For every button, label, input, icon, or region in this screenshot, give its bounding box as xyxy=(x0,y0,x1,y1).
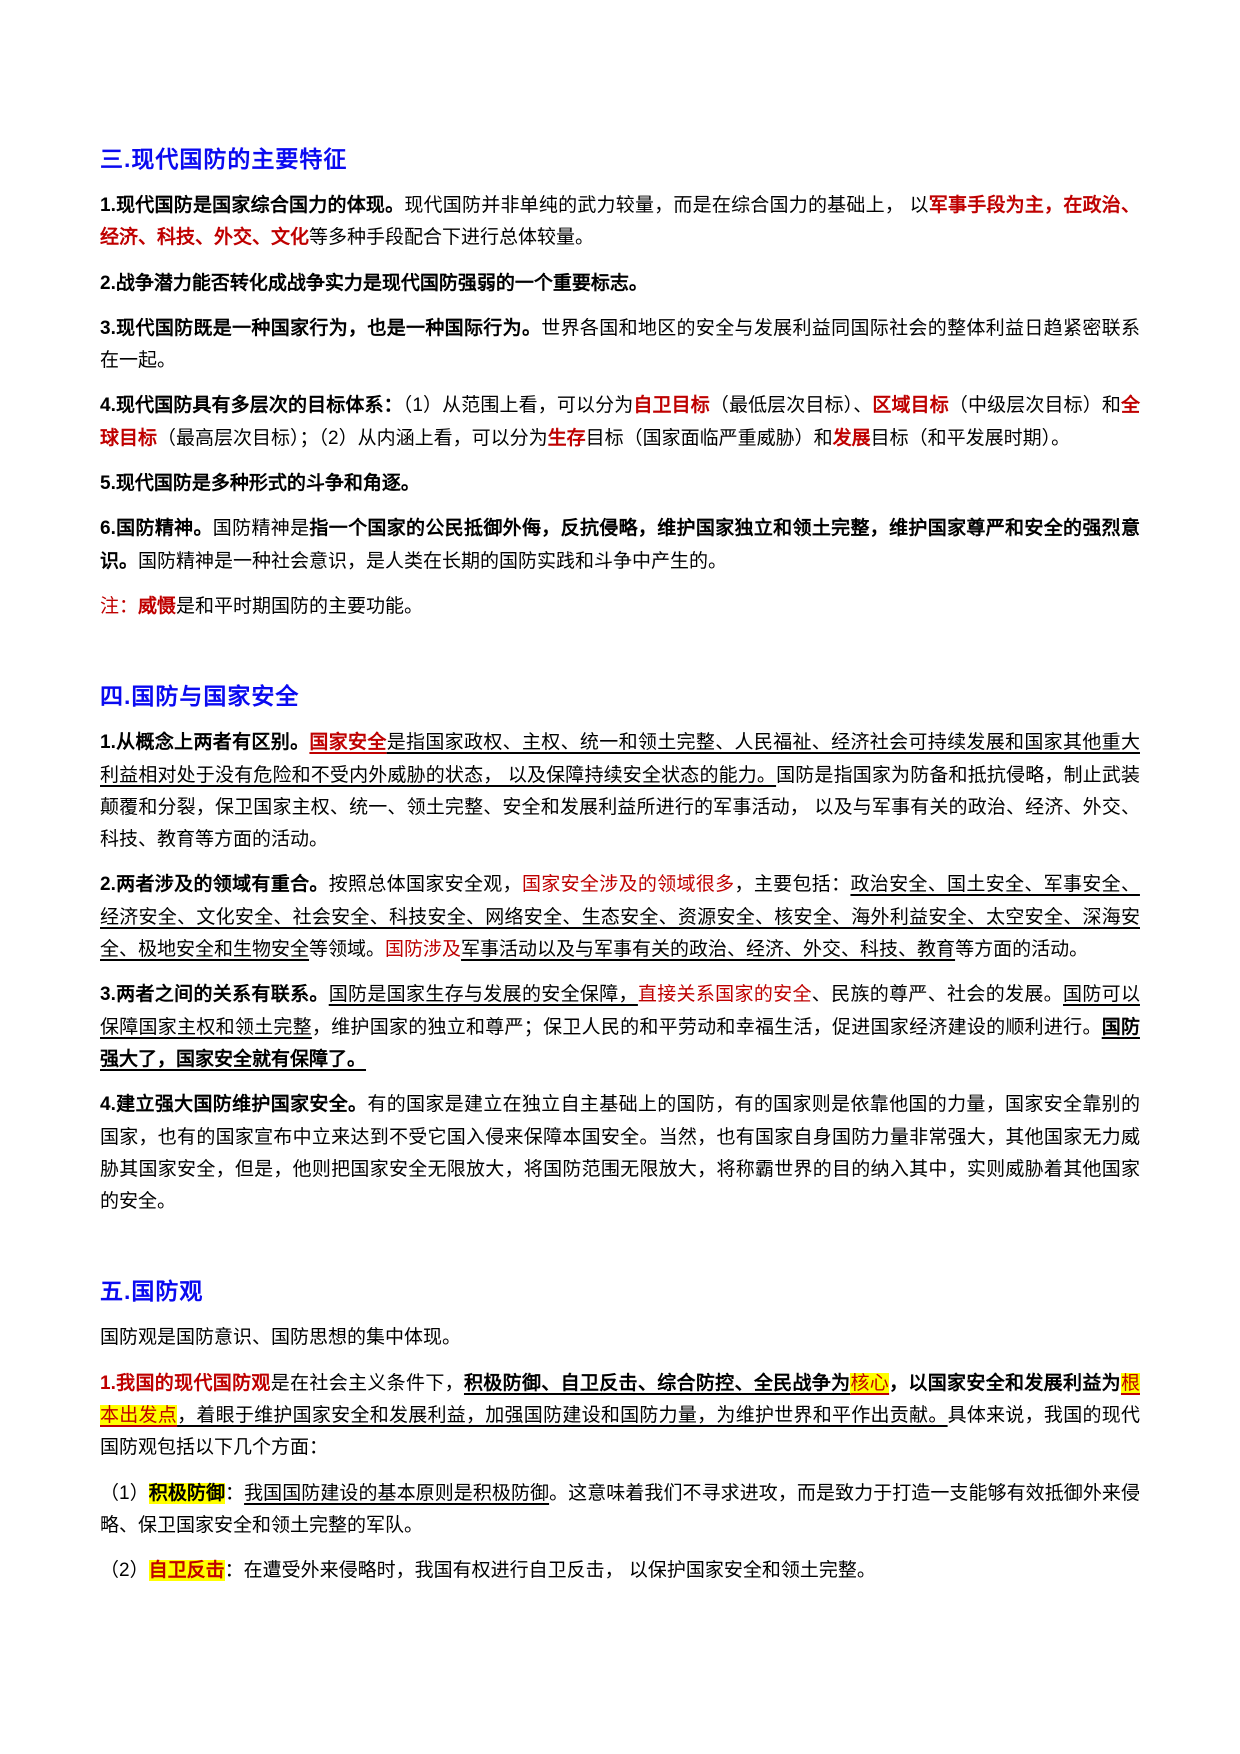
text-run: 、民族的尊严、社会的发展。 xyxy=(811,984,1063,1006)
text-run: 等方面的活动。 xyxy=(955,939,1089,961)
text-run: 生存 xyxy=(547,427,586,449)
text-run: 发展 xyxy=(832,427,871,449)
text-run: 4.现代国防具有多层次的目标体系： xyxy=(100,395,403,417)
section-3: 三.现代国防的主要特征 1.现代国防是国家综合国力的体现。现代国防并非单纯的武力较… xyxy=(100,140,1140,623)
text-run: 1.从概念上两者有区别。 xyxy=(100,732,310,754)
text-run: 国防精神是一种社会意识，是人类在长期的国防实践和斗争中产生的。 xyxy=(138,550,728,572)
text-run: 1.我国的现代国防观 xyxy=(100,1372,271,1394)
text-run: 是和平时期国防的主要功能。 xyxy=(176,595,424,617)
paragraph-3-7: 注：威慑是和平时期国防的主要功能。 xyxy=(100,591,1140,623)
text-run: 国家安全 xyxy=(309,732,387,754)
text-run: ，着眼于维护国家安全和发展利益，加强国防建设和国防力量，为维护世界和平作出贡献。 xyxy=(177,1405,948,1427)
text-run: 2.两者涉及的领域有重合。 xyxy=(100,874,329,896)
text-run: 是指国家政权、主权、统一和领土完整、人民福祉、经济社会可持续发展和国家其他重大利… xyxy=(100,732,1140,786)
text-run: 等领域。 xyxy=(309,939,386,961)
text-run: 全球目标 xyxy=(100,395,1140,449)
section-heading-4: 四.国防与国家安全 xyxy=(100,683,300,710)
text-run: 国防可以保障国家主权和领土完整 xyxy=(100,984,1140,1038)
text-run: 1.现代国防是国家综合国力的体现。 xyxy=(100,195,405,216)
text-run: 等多种手段配合下进行总体较量。 xyxy=(309,227,595,249)
text-run: 是在社会主义条件下， xyxy=(270,1372,464,1394)
text-run: 指一个国家的公民抵御外侮，反抗侵略，维护国家独立和领土完整，维护国家尊严和安全的… xyxy=(100,518,1140,572)
paragraph-3-6: 6.国防精神。国防精神是指一个国家的公民抵御外侮，反抗侵略，维护国家独立和领土完… xyxy=(100,513,1140,578)
section-heading-3: 三.现代国防的主要特征 xyxy=(100,146,348,172)
text-run: 自卫目标 xyxy=(633,395,710,417)
text-run: （最高层次目标）；（2）从内涵上看，可以分为 xyxy=(157,427,548,449)
paragraph-3-2: 2.战争潜力能否转化成战争实力是现代国防强弱的一个重要标志。 xyxy=(100,268,1140,300)
text-run: （1） xyxy=(100,1482,149,1504)
text-run: （中级层次目标）和 xyxy=(948,395,1121,417)
text-run: 国防是国家生存与发展的安全保障， xyxy=(328,984,638,1006)
text-run: 政治安全、国土安全、军事安全、经济安全、文化安全、社会安全、科技安全、网络安全、… xyxy=(100,874,1140,961)
text-run: （最低层次目标）、 xyxy=(709,395,873,417)
paragraph-4-1: 1.从概念上两者有区别。国家安全是指国家政权、主权、统一和领土完整、人民福祉、经… xyxy=(100,727,1140,856)
paragraph-3-5: 5.现代国防是多种形式的斗争和角逐。 xyxy=(100,468,1140,500)
text-run: 国家安全涉及的领域很多 xyxy=(521,874,735,896)
paragraph-4-2: 2.两者涉及的领域有重合。按照总体国家安全观，国家安全涉及的领域很多，主要包括：… xyxy=(100,869,1140,966)
paragraph-4-4: 4.建立强大国防维护国家安全。有的国家是建立在独立自主基础上的国防，有的国家则是… xyxy=(100,1089,1140,1218)
paragraph-3-4: 4.现代国防具有多层次的目标体系：（1）从范围上看，可以分为自卫目标（最低层次目… xyxy=(100,390,1140,455)
text-run: 国防观是国防意识、国防思想的集中体现。 xyxy=(100,1327,462,1349)
text-run: 核心 xyxy=(850,1372,890,1394)
text-run: 现代国防并非单纯的武力较量，而是在综合国力的基础上， 以 xyxy=(404,195,929,216)
text-run: 3.两者之间的关系有联系。 xyxy=(100,984,329,1006)
text-run: 有的国家是建立在独立自主基础上的国防，有的国家则是依靠他国的力量，国家安全靠别的… xyxy=(100,1094,1140,1213)
text-run: 我国国防建设的基本原则是积极防御 xyxy=(244,1482,550,1504)
text-run: 国防精神是 xyxy=(212,518,310,540)
section-5: 五.国防观国防观是国防意识、国防思想的集中体现。 1.我国的现代国防观是在社会主义… xyxy=(100,1272,1140,1587)
text-run: 2.战争潜力能否转化成战争实力是现代国防强弱的一个重要标志。 xyxy=(100,272,648,294)
text-run: 自卫反击 xyxy=(148,1560,225,1582)
section-4: 四.国防与国家安全 1.从概念上两者有区别。国家安全是指国家政权、主权、统一和领土… xyxy=(100,677,1140,1218)
text-run: 。这意味着我们不寻求进攻，而是致力于打造一支能够有效抵御外来侵略、保卫国家安全和… xyxy=(100,1482,1140,1536)
text-run: 威慑 xyxy=(138,595,177,617)
text-run: ，维护国家的独立和尊严；保卫人民的和平劳动和幸福生活，促进国家经济建设的顺利进行… xyxy=(311,1016,1102,1038)
text-run: 注： xyxy=(100,595,139,617)
text-run: 直接关系国家的安全 xyxy=(637,984,812,1006)
document-body: 三.现代国防的主要特征 1.现代国防是国家综合国力的体现。现代国防并非单纯的武力较… xyxy=(100,140,1140,1588)
paragraph-3-3: 3.现代国防既是一种国家行为，也是一种国际行为。世界各国和地区的安全与发展利益同… xyxy=(100,313,1140,378)
text-run: ：在遭受外来侵略时，我国有权进行自卫反击， 以保护国家安全和领土完整。 xyxy=(224,1560,876,1582)
paragraph-5-4: （2）自卫反击：在遭受外来侵略时，我国有权进行自卫反击， 以保护国家安全和领土完… xyxy=(100,1555,1140,1587)
text-run: 具体来说，我国的现代国防观包括以下几个方面： xyxy=(100,1405,1140,1459)
text-run: （1）从范围上看，可以分为 xyxy=(402,395,634,417)
text-run: 国防涉及 xyxy=(385,939,462,961)
text-run: 目标（国家面临严重威胁）和 xyxy=(585,427,833,449)
text-run: 5.现代国防是多种形式的斗争和角逐。 xyxy=(100,473,420,495)
text-run: 区域目标 xyxy=(872,395,949,417)
text-run: （2） xyxy=(100,1560,149,1582)
text-run: 国防强大了，国家安全就有保障了。 xyxy=(100,1016,1140,1070)
text-run: 国防是指国家为防备和抵抗侵略，制止武装颠覆和分裂，保卫国家主权、统一、领土完整、… xyxy=(100,764,1140,851)
text-run: 军事手段为主，在政治、经济、科技、外交、文化 xyxy=(100,195,1140,249)
paragraph-5-1: 国防观是国防意识、国防思想的集中体现。 xyxy=(100,1322,1140,1354)
text-run: 世界各国和地区的安全与发展利益同国际社会的整体利益日趋紧密联系在一起。 xyxy=(100,317,1140,372)
text-run: 按照总体国家安全观， xyxy=(328,874,522,896)
section-heading-5: 五.国防观 xyxy=(100,1278,204,1305)
paragraph-5-2: 1.我国的现代国防观是在社会主义条件下，积极防御、自卫反击、综合防控、全民战争为… xyxy=(100,1368,1140,1465)
paragraph-5-3: （1）积极防御：我国国防建设的基本原则是积极防御。这意味着我们不寻求进攻，而是致… xyxy=(100,1478,1140,1543)
text-run: 积极防御 xyxy=(148,1482,226,1504)
paragraph-4-3: 3.两者之间的关系有联系。国防是国家生存与发展的安全保障，直接关系国家的安全、民… xyxy=(100,979,1140,1076)
text-run: ： xyxy=(225,1482,245,1504)
paragraph-3-1: 1.现代国防是国家综合国力的体现。现代国防并非单纯的武力较量，而是在综合国力的基… xyxy=(100,190,1140,255)
text-run: ，以国家安全和发展利益为 xyxy=(889,1372,1121,1394)
text-run: 积极防御、自卫反击、综合防控、全民战争为 xyxy=(463,1372,851,1394)
text-run: 6.国防精神。 xyxy=(100,518,213,540)
text-run: 3.现代国防既是一种国家行为，也是一种国际行为。 xyxy=(100,317,542,339)
text-run: 军事活动以及与军事有关的政治、经济、外交、科技、教育 xyxy=(461,939,956,961)
text-run: 目标（和平发展时期）。 xyxy=(870,427,1071,449)
text-run: 4.建立强大国防维护国家安全。 xyxy=(100,1094,368,1116)
text-run: ，主要包括： xyxy=(734,874,851,896)
